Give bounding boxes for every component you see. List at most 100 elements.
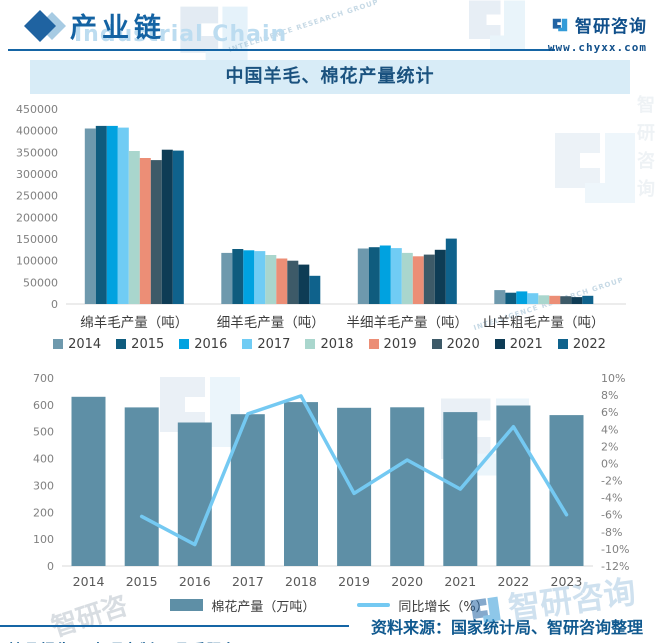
y-axis-tick: 200000 [16, 211, 58, 224]
category-label: 细羊毛产量（吨） [217, 315, 325, 331]
bar-2019 [139, 158, 151, 304]
left-axis-tick: 700 [33, 372, 54, 385]
legend-item-yoy-growth: 同比增长（%） [357, 596, 489, 615]
right-axis-tick: 4% [601, 423, 618, 436]
bar-2018 [265, 255, 277, 304]
right-axis-tick: -4% [601, 492, 622, 505]
legend-item-2021: 2021 [494, 336, 543, 352]
y-axis-tick: 400000 [16, 125, 58, 138]
legend-label: 2014 [68, 336, 102, 352]
left-axis-tick: 0 [47, 560, 54, 573]
source-row: 资料来源：国家统计局、智研咨询整理 [0, 617, 659, 637]
bar-2014 [494, 290, 506, 304]
legend-swatch [179, 339, 190, 349]
x-axis-label: 2018 [285, 574, 317, 589]
bar-2015 [232, 249, 244, 304]
bar-2022 [309, 275, 321, 304]
legend-label: 2015 [131, 336, 165, 352]
line-legend-swatch [357, 603, 391, 607]
right-axis-tick: -12% [601, 560, 629, 573]
chart-title: 中国羊毛、棉花产量统计 [30, 60, 630, 94]
header-divider [8, 49, 555, 51]
category-label: 山羊粗毛产量（吨） [483, 315, 605, 331]
page-title: 产业链 [70, 13, 166, 44]
legend-label: 2021 [509, 336, 543, 352]
legend-swatch [116, 339, 127, 349]
bar-2021 [298, 264, 310, 304]
source-divider [0, 625, 349, 627]
left-axis-tick: 600 [33, 399, 54, 412]
bar-2015 [95, 125, 107, 305]
y-axis-tick: 50000 [23, 276, 58, 289]
legend-item-2016: 2016 [179, 337, 227, 352]
header-watermark-text: Industrial Chain [74, 22, 288, 47]
bar-2017 [527, 293, 539, 304]
right-axis-tick: 10% [601, 372, 625, 385]
legend-label: 2016 [194, 336, 228, 352]
right-axis-tick: 8% [601, 389, 618, 402]
bar-2020 [423, 254, 435, 304]
legend-item-2017: 2017 [242, 337, 290, 352]
left-axis-tick: 500 [33, 426, 54, 439]
bar-2014 [84, 128, 96, 304]
y-axis-tick: 350000 [16, 146, 58, 159]
bar-2017 [390, 248, 402, 304]
legend-swatch [242, 339, 253, 349]
legend-swatch [431, 339, 442, 349]
left-axis-tick: 300 [33, 479, 54, 492]
x-axis-label: 2014 [73, 574, 105, 589]
bar-legend-swatch [170, 599, 204, 611]
x-axis-label: 2022 [497, 574, 529, 589]
bar-2022 [445, 238, 457, 304]
left-axis-tick: 100 [33, 533, 54, 546]
bar-2019 [549, 295, 561, 304]
legend-label: 2022 [572, 336, 606, 352]
category-label: 绵羊毛产量（吨） [80, 315, 188, 331]
diamond-icon [24, 10, 66, 42]
bar-2018 [128, 151, 140, 304]
brand-block: 智研咨询 www.chyxx.com [548, 12, 647, 54]
y-axis-tick: 450000 [16, 103, 58, 116]
legend-swatch [494, 339, 505, 349]
bar-2023 [549, 415, 584, 566]
bar-2022 [172, 150, 184, 304]
y-axis-tick: 0 [51, 298, 58, 311]
footer-tagline: 精品报告 · 专项定制 · 品质服务 [8, 639, 659, 643]
bar-2020 [287, 260, 299, 304]
wool-chart-legend: 2014 2015 2016 2017 2018 2019 2020 2021 2022 [0, 336, 659, 352]
bar-2021 [571, 297, 583, 304]
right-axis-tick: 0% [601, 457, 618, 470]
x-axis-label: 2016 [179, 574, 211, 589]
zhiyan-logo-icon [552, 18, 568, 31]
legend-swatch [305, 339, 316, 349]
right-axis-tick: -8% [601, 526, 622, 539]
bar-2015 [505, 292, 517, 304]
legend-item-2020: 2020 [431, 337, 480, 352]
x-axis-label: 2015 [126, 574, 158, 589]
bar-2017 [254, 251, 266, 304]
right-axis-tick: -10% [601, 543, 629, 556]
y-axis-tick: 100000 [16, 255, 58, 268]
x-axis-label: 2017 [232, 574, 264, 589]
bar-2020 [390, 407, 425, 566]
left-axis-tick: 200 [33, 506, 54, 519]
x-axis-label: 2023 [551, 574, 583, 589]
legend-item-2018: 2018 [305, 337, 354, 352]
bar-2018 [538, 295, 550, 304]
right-axis-tick: 6% [601, 406, 618, 419]
brand-website: www.chyxx.com [547, 41, 647, 54]
bar-2016 [516, 291, 528, 304]
y-axis-tick: 300000 [16, 168, 58, 181]
page-header: Industrial Chain 产业链 智研咨询 www.chyxx.com [0, 0, 659, 54]
bar-2016 [243, 250, 255, 304]
cotton-production-chart: 0 100 200 300 400 500 600 700 10% 8% 6% 4% 2% 0% -2% -4… [33, 372, 629, 589]
cotton-chart-legend: 棉花产量（万吨） 同比增长（%） [0, 596, 659, 615]
right-axis-tick: 2% [601, 440, 618, 453]
bar-2019 [276, 258, 288, 304]
legend-item-cotton-output: 棉花产量（万吨） [170, 596, 315, 615]
y-axis-tick: 150000 [16, 233, 58, 246]
bar-2021 [161, 149, 173, 304]
legend-label: 2019 [383, 336, 417, 352]
x-axis-label: 2019 [338, 574, 370, 589]
